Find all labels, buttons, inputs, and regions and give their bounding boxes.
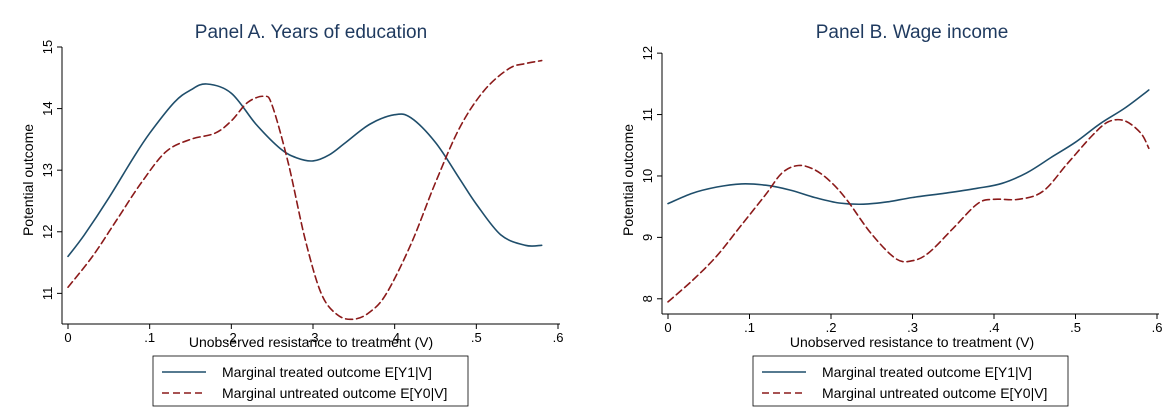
y-tick-label: 12 <box>640 46 655 60</box>
x-tick-label: .2 <box>826 320 837 335</box>
panel-a-legend-box <box>152 355 469 407</box>
panel-b-legend-box <box>752 355 1069 407</box>
x-tick-label: .5 <box>471 330 482 345</box>
y-tick-label: 11 <box>40 287 55 301</box>
panel-a-series-lines <box>67 59 543 321</box>
x-tick-label: .1 <box>144 330 155 345</box>
panel-b-legend-label-treated: Marginal treated outcome E[Y1|V] <box>822 364 1032 380</box>
x-tick-label: .4 <box>989 320 1000 335</box>
x-tick-label: .6 <box>1152 320 1163 335</box>
panel-b-x-axis-label: Unobserved resistance to treatment (V) <box>790 334 1034 350</box>
y-tick-label: 14 <box>40 101 55 115</box>
x-tick-label: .1 <box>744 320 755 335</box>
y-tick-label: 9 <box>640 234 655 241</box>
panel-a-axes: 11 12 13 14 15 0 .1 .2 .3 .4 .5 .6 <box>40 40 563 345</box>
panel-a-x-axis-label: Unobserved resistance to treatment (V) <box>189 334 433 350</box>
panel-b-title: Panel B. Wage income <box>816 22 1009 43</box>
x-tick-label: .6 <box>553 330 564 345</box>
panel-a-legend: Marginal treated outcome E[Y1|V] Margina… <box>152 355 469 407</box>
y-tick-label: 12 <box>40 225 55 239</box>
panel-a: Panel A. Years of education Potential ou… <box>20 22 563 407</box>
x-tick-label: .3 <box>308 330 319 345</box>
y-tick-label: 8 <box>640 295 655 302</box>
treated-outcome-line <box>667 89 1150 206</box>
x-tick-label: 0 <box>664 320 671 335</box>
panel-b-series-lines <box>667 89 1150 303</box>
x-tick-label: .5 <box>1070 320 1081 335</box>
y-tick-label: 10 <box>640 169 655 183</box>
panel-a-legend-label-untreated: Marginal untreated outcome E[Y0|V] <box>222 385 447 401</box>
panel-a-title: Panel A. Years of education <box>195 22 427 43</box>
untreated-outcome-line <box>67 59 543 321</box>
panel-b-y-axis-label: Potential outcome <box>620 124 636 236</box>
y-tick-label: 15 <box>40 40 55 54</box>
y-tick-label: 11 <box>640 108 655 122</box>
x-tick-label: .2 <box>226 330 237 345</box>
panel-b-legend: Marginal treated outcome E[Y1|V] Margina… <box>752 355 1069 407</box>
y-tick-label: 13 <box>40 163 55 177</box>
x-tick-label: 0 <box>64 330 71 345</box>
treated-outcome-line <box>67 83 543 258</box>
x-tick-label: .3 <box>907 320 918 335</box>
panel-a-y-axis-label: Potential outcome <box>20 124 36 236</box>
panel-b-axes: 8 9 10 11 12 0 .1 .2 .3 .4 .5 .6 <box>640 46 1162 335</box>
panel-a-legend-label-treated: Marginal treated outcome E[Y1|V] <box>222 364 432 380</box>
panel-b: Panel B. Wage income Potential outcome U… <box>620 22 1162 407</box>
untreated-outcome-line <box>667 118 1150 303</box>
panel-b-legend-label-untreated: Marginal untreated outcome E[Y0|V] <box>822 385 1047 401</box>
x-tick-label: .4 <box>389 330 400 345</box>
